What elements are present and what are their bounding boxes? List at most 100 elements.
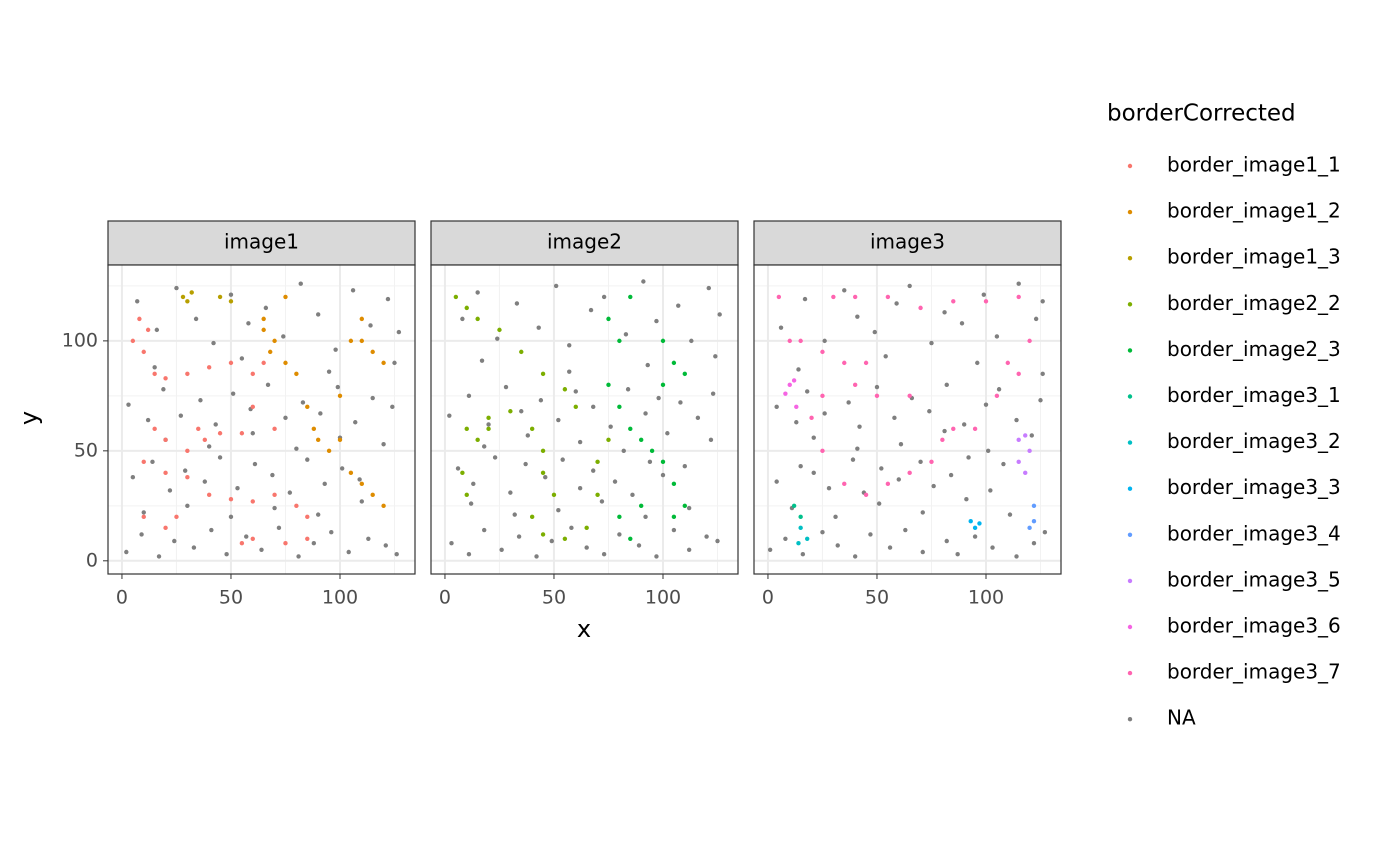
point — [649, 448, 655, 454]
point — [671, 514, 677, 520]
strip-label: image2 — [547, 230, 622, 254]
point — [283, 415, 288, 421]
point — [1027, 448, 1032, 454]
point — [621, 448, 626, 454]
point — [647, 459, 653, 465]
point — [811, 435, 816, 440]
point — [630, 492, 635, 498]
x-tick-label: 50 — [219, 587, 243, 609]
point — [305, 514, 310, 520]
point — [907, 393, 912, 399]
point — [1042, 530, 1048, 535]
point — [584, 545, 589, 550]
point — [529, 514, 535, 520]
point — [794, 420, 799, 425]
point — [567, 343, 572, 348]
point — [569, 525, 574, 531]
point — [1001, 461, 1006, 467]
point — [540, 470, 546, 476]
point — [689, 338, 694, 344]
point — [903, 527, 908, 533]
point — [385, 296, 391, 302]
point — [523, 461, 528, 467]
point — [643, 514, 648, 520]
point — [141, 510, 146, 515]
point — [968, 519, 973, 524]
point — [202, 437, 208, 443]
point — [460, 470, 465, 476]
point — [294, 503, 299, 509]
point — [228, 292, 234, 297]
point — [1016, 371, 1021, 377]
point — [468, 501, 474, 506]
point — [163, 376, 168, 381]
point — [383, 543, 388, 548]
point — [577, 486, 583, 491]
point — [959, 321, 965, 326]
point — [601, 294, 607, 300]
legend-label: border_image3_1 — [1167, 383, 1341, 407]
point — [482, 444, 487, 449]
point — [660, 382, 666, 388]
point — [381, 503, 386, 509]
point — [686, 547, 692, 553]
point — [333, 347, 338, 352]
legend-label: border_image3_7 — [1167, 660, 1341, 684]
point — [985, 448, 991, 454]
strip-label: image3 — [870, 230, 945, 254]
point — [311, 426, 317, 432]
point — [152, 426, 157, 432]
point — [918, 459, 923, 465]
point — [931, 483, 936, 489]
strip — [430, 220, 739, 266]
strip-label: image1 — [224, 230, 299, 254]
point — [835, 543, 840, 548]
point — [783, 536, 788, 542]
point — [710, 391, 716, 396]
point — [145, 417, 151, 423]
point — [787, 382, 792, 388]
point — [617, 532, 622, 537]
point — [475, 437, 480, 443]
point — [366, 536, 371, 542]
point — [942, 310, 947, 315]
point — [994, 393, 1000, 399]
point — [883, 354, 888, 359]
point — [471, 481, 476, 487]
point — [475, 290, 480, 295]
point — [124, 549, 129, 555]
point — [885, 481, 891, 487]
point — [929, 459, 934, 465]
y-axis-label: y — [15, 411, 43, 425]
point — [787, 338, 792, 344]
point — [230, 391, 236, 396]
point — [209, 527, 214, 533]
point — [990, 545, 995, 550]
point — [390, 404, 395, 410]
point — [820, 530, 825, 535]
point — [842, 481, 847, 487]
point — [857, 424, 862, 429]
legend-label: border_image3_4 — [1167, 521, 1341, 545]
point — [152, 365, 157, 370]
point — [767, 547, 773, 553]
point — [529, 426, 535, 432]
point — [1023, 470, 1028, 476]
point — [329, 530, 334, 535]
point — [217, 455, 223, 460]
point — [359, 499, 364, 504]
point — [704, 534, 709, 539]
point — [983, 402, 989, 407]
point — [174, 285, 179, 291]
point — [1040, 371, 1045, 377]
point — [497, 327, 502, 333]
point — [855, 314, 860, 319]
point — [294, 446, 299, 451]
point — [975, 360, 980, 366]
point — [1031, 503, 1037, 509]
point — [562, 387, 568, 392]
point — [464, 305, 469, 311]
point — [791, 503, 797, 509]
point — [964, 497, 969, 502]
point — [534, 554, 539, 559]
